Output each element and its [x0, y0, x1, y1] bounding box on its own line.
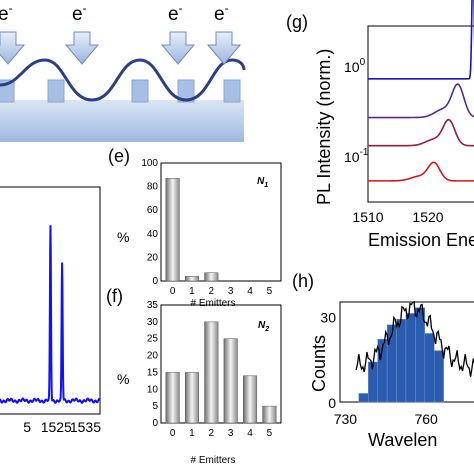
panel-h-bar	[415, 307, 426, 403]
panel-f-xtick: 2	[209, 428, 215, 439]
electron-beam-arrow: e-	[0, 1, 26, 65]
panel-f-ytick: 35	[147, 300, 159, 311]
electron-beam-arrow: e-	[206, 1, 242, 65]
panel-h-label: (h)	[292, 271, 314, 291]
panel-h-bar	[433, 350, 444, 403]
panel-g-frame	[367, 25, 474, 203]
panel-e-ytick: 0	[152, 276, 158, 287]
panel-h-xtick: 760	[414, 411, 438, 427]
panel-g-xtick: 1510	[352, 209, 383, 225]
panel-e-ytick: 100	[141, 158, 158, 169]
panel-d-frame	[0, 186, 101, 415]
panel-f-xtick: 3	[228, 428, 234, 439]
panel-g-xlabel: Emission Ene	[368, 230, 474, 250]
panel-g-spectrum	[368, 83, 474, 119]
panel-e-ytick: 40	[147, 229, 159, 240]
panel-f-bar	[165, 372, 180, 424]
panel-f-xtick: 0	[170, 428, 176, 439]
panel-h-ytick: 30	[320, 309, 336, 325]
panel-f-ytick: 25	[147, 334, 159, 345]
schematic-panel: e-e-e-e-	[0, 1, 246, 142]
panel-g-xtick: 1520	[412, 209, 443, 225]
panel-g-spectrum	[368, 118, 474, 147]
panel-f-bar	[262, 405, 277, 424]
panel-e-ytick: 80	[147, 182, 159, 193]
pillar	[177, 79, 195, 103]
panel-f-bar	[243, 375, 258, 424]
panel-f-frame	[160, 304, 282, 424]
panel-f-label: (f)	[106, 286, 123, 306]
electron-beam-arrow: e-	[160, 1, 196, 65]
panel-e-ytick: 60	[147, 205, 159, 216]
panel-h-bar	[396, 318, 407, 403]
substrate-slab	[0, 100, 244, 142]
pillar	[131, 79, 149, 103]
surface-membrane	[0, 58, 246, 102]
panel-e-annotation: N1	[257, 176, 268, 189]
panel-f-ytick: 15	[147, 367, 159, 378]
panel-g-ytick: 10-1	[344, 147, 369, 165]
panel-f-ytick: 5	[152, 401, 158, 412]
panel-f-ytick: 20	[147, 351, 159, 362]
pillar	[47, 79, 65, 103]
panel-g-label: (g)	[286, 12, 308, 32]
panel-h-ytick: 0	[328, 395, 336, 411]
electron-label: e-	[168, 1, 183, 25]
panel-d-xtick: 1525	[41, 419, 72, 435]
panel-e-xtick: 3	[228, 286, 234, 297]
panel-e-ylabel: %	[117, 229, 129, 245]
panel-g: (g) PL Intensity (norm.) 100 10-1 1510 152…	[286, 0, 474, 250]
panel-f-ylabel: %	[117, 371, 129, 387]
panel-e-label: (e)	[108, 146, 130, 166]
panel-f-ytick: 0	[152, 418, 158, 429]
panel-f-annotation: N2	[258, 320, 269, 333]
panel-h-xlabel: Wavelen	[368, 430, 437, 450]
panel-f-xtick: 5	[267, 428, 273, 439]
panel-e-ytick: 20	[147, 252, 159, 263]
panel-e-xtick: 2	[209, 286, 215, 297]
panel-g-ylabel: PL Intensity (norm.)	[314, 49, 334, 205]
electron-label: e-	[0, 1, 13, 25]
pillar	[223, 79, 241, 103]
panel-f-bar	[184, 372, 199, 424]
panel-h-bar	[358, 393, 369, 403]
electron-label: e-	[214, 1, 229, 25]
panel-e-xlabel: # Emitters	[190, 298, 235, 309]
panel-h-bar	[405, 313, 416, 403]
panel-f-ytick: 10	[147, 384, 159, 395]
panel-d-xtick: 5	[23, 419, 31, 435]
panel-e-bar	[165, 178, 180, 282]
panel-e-xtick: 5	[267, 286, 273, 297]
panel-h-trace	[355, 300, 474, 377]
panel-f-xlabel: # Emitters	[190, 455, 235, 466]
panel-h-ylabel: Counts	[309, 335, 329, 392]
electron-beam-arrow: e-	[64, 1, 100, 65]
panel-h-bar	[424, 333, 435, 403]
panel-d-spectrum	[0, 225, 101, 404]
panel-f-xtick: 1	[189, 428, 195, 439]
panel-e-xtick: 1	[189, 286, 195, 297]
panel-g-spectrum	[368, 161, 474, 182]
panel-f-bar	[204, 321, 219, 424]
panel-e-xtick: 4	[247, 286, 253, 297]
panel-g-ytick: 100	[344, 57, 366, 75]
panel-h: (h) Counts 0 30 730 760 Wavelen	[292, 271, 474, 450]
panel-e-bar	[184, 276, 199, 282]
panel-f-xtick: 4	[247, 428, 253, 439]
panel-h-bar	[386, 324, 397, 403]
panel-h-xtick: 730	[334, 411, 358, 427]
panel-f-ytick: 30	[147, 317, 159, 328]
panel-e: (e) % N1 0 20 40 60 80 100 0 1 2 3 4 5 # Emitters	[108, 146, 282, 309]
panel-e-frame	[160, 162, 282, 282]
panel-d-xtick: 1535	[70, 419, 101, 435]
panel-f-bar	[223, 338, 238, 424]
panel-g-spectrum	[368, 0, 474, 80]
electron-label: e-	[72, 1, 87, 25]
panel-e-bar	[204, 272, 219, 282]
panel-e-xtick: 0	[170, 286, 176, 297]
